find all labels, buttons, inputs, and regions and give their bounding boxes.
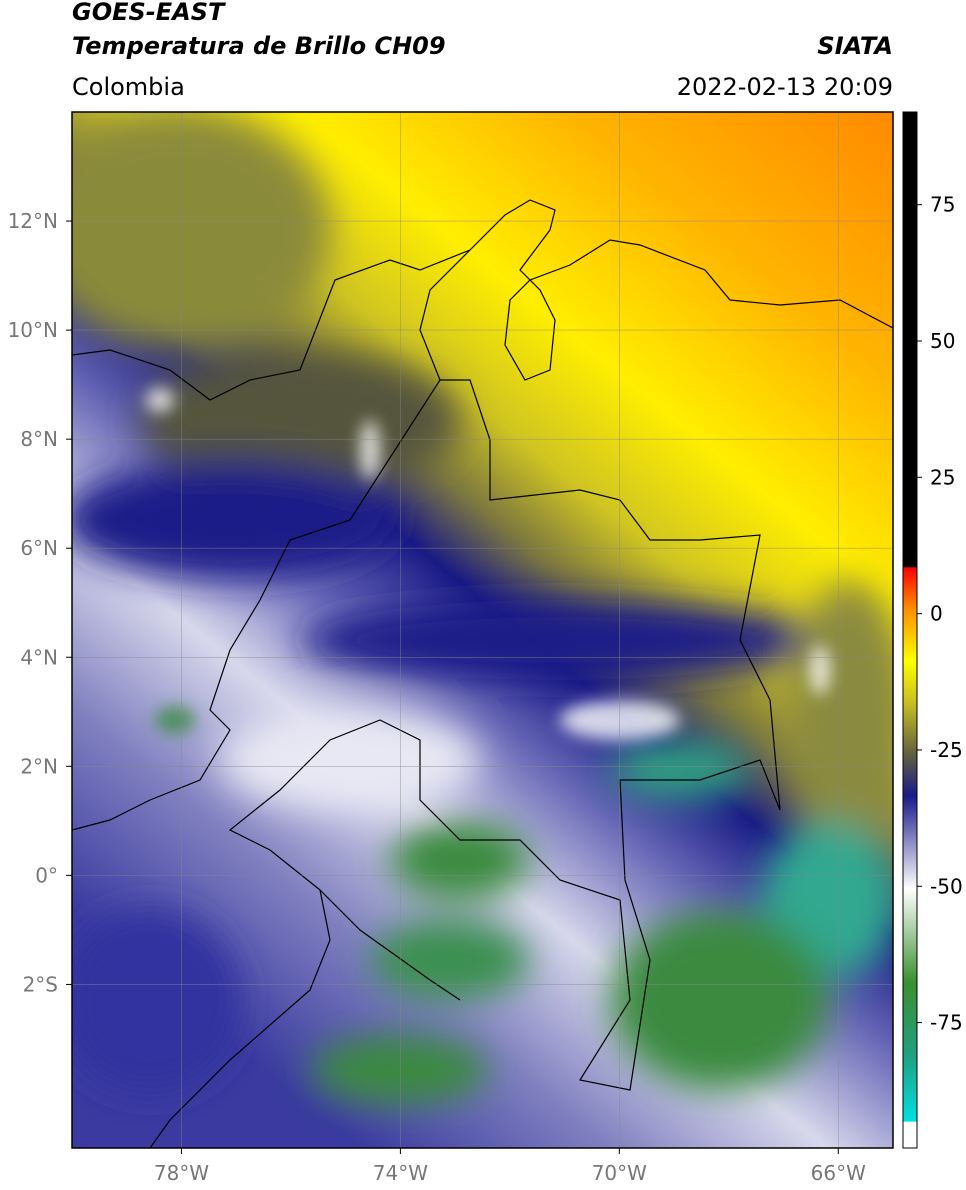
- x-tick-label: 70°W: [592, 1161, 647, 1185]
- timestamp: 2022-02-13 20:09: [677, 73, 893, 101]
- colorbar-tick-label: -50: [930, 874, 963, 898]
- y-tick-label: 12°N: [8, 209, 58, 233]
- y-tick-label: 4°N: [20, 645, 58, 669]
- colorbar-tick-label: -75: [930, 1011, 963, 1035]
- colorbar: [902, 111, 918, 1149]
- colorbar-tick-label: 75: [930, 193, 955, 217]
- map-frame: [71, 111, 894, 1149]
- y-tick-label: 6°N: [20, 536, 58, 560]
- source: SIATA: [817, 32, 893, 60]
- subtitle: Temperatura de Brillo CH09: [72, 32, 446, 60]
- x-tick-label: 66°W: [811, 1161, 866, 1185]
- colorbar-tick-label: -25: [930, 738, 963, 762]
- y-tick-label: 0°: [35, 863, 58, 887]
- y-tick-label: 2°N: [20, 754, 58, 778]
- colorbar-tick-label: 50: [930, 329, 955, 353]
- y-tick-label: 10°N: [8, 318, 58, 342]
- title: GOES-EAST: [72, 0, 226, 26]
- colorbar-tick-label: 0: [930, 602, 943, 626]
- colorbar-tick-label: 25: [930, 465, 955, 489]
- graticule: [72, 112, 893, 1148]
- x-tick-label: 74°W: [373, 1161, 428, 1185]
- region: Colombia: [72, 73, 185, 101]
- y-tick-label: 8°N: [20, 427, 58, 451]
- x-tick-label: 78°W: [154, 1161, 209, 1185]
- y-tick-label: 2°S: [23, 972, 58, 996]
- satellite-image: [72, 112, 893, 1148]
